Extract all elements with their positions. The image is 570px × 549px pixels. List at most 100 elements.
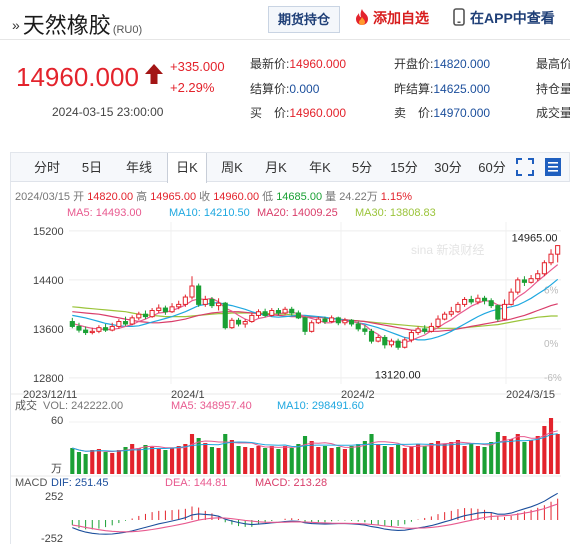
tab-5min[interactable]: 5分 [351,160,373,175]
price-tick-label: 15200 [33,226,64,238]
volume-bar [389,447,394,474]
volume-bar [462,446,467,474]
futures-position-button[interactable]: 期货持仓 [268,6,340,33]
add-favorite-button[interactable]: 添加自选 [354,8,429,28]
volume-bar [475,446,480,474]
volume-bar [349,446,354,474]
candle-body [76,325,82,331]
volume-bar [150,447,155,474]
current-price: 14960.000 [16,62,139,92]
candle-body [275,310,281,314]
phone-icon [453,8,465,26]
dif-line [72,492,558,535]
volume-bar [176,446,181,474]
volume-bar [116,450,121,474]
candle-body [395,340,401,348]
candle-body [209,298,215,307]
settings-icon[interactable] [545,158,561,176]
candle-body [262,311,268,316]
candle-body [136,313,142,319]
candle-body [242,321,248,325]
candle-body [96,327,102,332]
candle-body [495,305,501,320]
volume-bar [83,454,88,474]
ma5-label: MA5: 14493.00 [67,207,142,219]
volume-bar [156,449,161,474]
volume-bar [329,448,334,474]
candle-body [109,325,115,331]
candle-body [122,321,129,325]
open-price-row: 开盘价:14820.000 [394,57,491,71]
candle-body [481,297,488,302]
kline-chart-svg: sina 新浪财经 2024/03/15 开 14820.00 高 14965.… [11,189,562,545]
tab-yearly-k[interactable]: 年K [309,160,331,175]
volume-bar [196,438,201,474]
volume-bar [203,443,208,474]
fire-icon [356,9,368,25]
candle-body [448,311,454,315]
candle-body [69,321,75,327]
volume-bar [435,441,441,474]
candle-body [149,310,155,318]
candle-body [255,311,262,316]
volume-bar [382,446,387,474]
tab-intraday[interactable]: 分时 [33,160,60,175]
candle-body [555,245,561,255]
tab-monthly-k[interactable]: 月K [265,160,287,175]
candle-body [249,314,255,323]
candle-body [402,339,408,348]
tab-year-line[interactable]: 年线 [125,160,152,175]
macd-top-label: 252 [45,491,63,503]
volume-label: 成交量 [536,106,570,120]
open-app-label: 在APP中查看 [470,10,555,26]
candle-body [116,321,122,327]
x-axis-label: 2024/2 [341,389,375,401]
candle-body [408,332,414,341]
volume-top-label: 60 [51,415,63,427]
candle-body [162,307,168,313]
volume-bar [515,434,520,474]
volume-bar [502,436,507,474]
tab-5day[interactable]: 5日 [81,160,103,175]
candle-body [435,318,441,327]
price-tick-label: 12800 [33,373,64,385]
volume-unit-label: 万 [51,463,62,475]
position-label: 持仓量 [536,82,570,96]
ma30-label: MA30: 13808.83 [355,207,436,219]
candle-body [342,319,348,324]
kline-chart[interactable]: sina 新浪财经 2024/03/15 开 14820.00 高 14965.… [10,182,570,545]
volume-bar [535,436,540,474]
candle-body [315,318,321,324]
candle-body [375,336,381,342]
candle-body [282,308,288,314]
candle-body [355,323,361,330]
tab-daily-k[interactable]: 日K [167,153,207,183]
tab-60min[interactable]: 60分 [478,160,506,175]
volume-bar [229,440,234,474]
tab-15min[interactable]: 15分 [390,160,418,175]
volume-bar [482,447,487,474]
settle-price-row: 结算价:0.000 [250,82,320,96]
volume-bar [548,418,554,474]
fullscreen-icon[interactable] [516,158,534,176]
pct-tick-label: -6% [544,373,562,384]
volume-bar [143,445,148,474]
volume-bar [70,448,75,474]
candle-body [515,279,521,293]
macd-value-label: MACD: 213.28 [255,477,327,489]
instrument-name: 天然橡胶 [22,13,111,38]
volume-bar [243,447,248,474]
open-app-button[interactable]: 在APP中查看 [453,8,555,28]
volume-bar [183,444,188,474]
candle-body [302,317,308,332]
tab-weekly-k[interactable]: 周K [221,160,243,175]
candle-body [415,328,421,334]
candle-body [541,262,547,275]
volume-bar [356,444,361,474]
candle-body [129,317,135,325]
candle-body [462,298,468,305]
volume-bar [316,447,321,474]
candle-body [295,312,301,319]
volume-bar [522,442,527,474]
tab-30min[interactable]: 30分 [434,160,462,175]
